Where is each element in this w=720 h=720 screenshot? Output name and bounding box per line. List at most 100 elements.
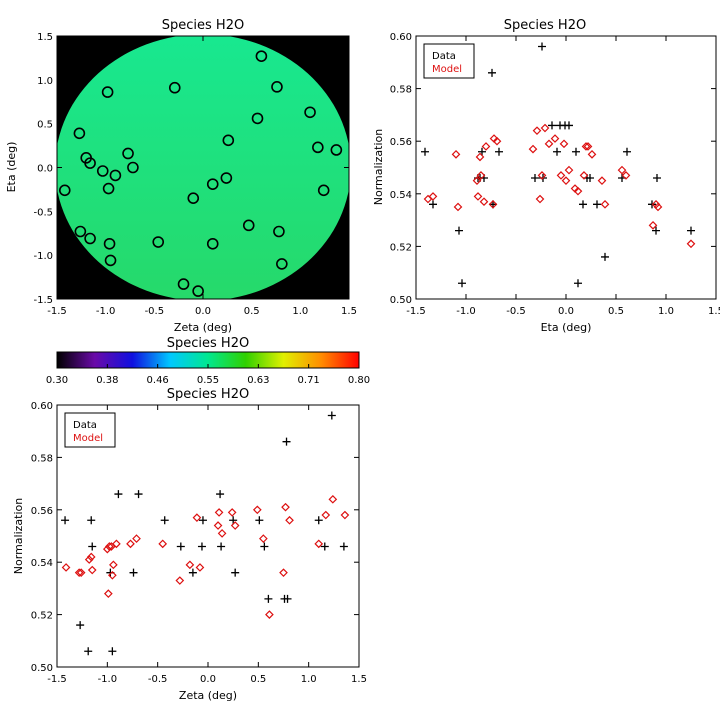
map-circle-marker: [84, 157, 96, 169]
zeta-data-point: [217, 542, 226, 551]
eta-data-point: [421, 147, 429, 156]
eta-model-point: [532, 126, 542, 136]
zeta-model-point: [321, 510, 331, 520]
zeta-model-point: [217, 529, 227, 538]
eta-data-point: [458, 279, 466, 288]
colorbar-tick-label: 0.80: [348, 375, 370, 386]
zeta-model-point: [192, 513, 202, 523]
map-y-tick-label: 0.0: [37, 164, 53, 175]
zeta-model-point: [279, 568, 288, 578]
eta-model-point: [492, 136, 502, 146]
map-circle-marker: [276, 258, 288, 270]
zeta-model-point: [340, 510, 350, 520]
map-circle-marker: [109, 169, 122, 182]
zeta-x-label: Zeta (deg): [179, 689, 237, 702]
map-circle-marker: [206, 237, 219, 250]
zeta-y-tick-label: 0.56: [31, 506, 53, 517]
eta-data-point: [652, 226, 660, 235]
zeta-x-tick-label: 0.5: [250, 674, 266, 685]
eta-x-tick-label: 1.0: [658, 306, 674, 317]
zeta-model-point: [84, 555, 94, 564]
map-x-tick-label: -0.5: [145, 306, 165, 317]
map-circle-marker: [192, 285, 204, 297]
eta-data-point: [548, 121, 556, 130]
zeta-data-point: [283, 594, 292, 603]
eta-x-tick-label: 0.0: [558, 306, 574, 317]
map-x-tick-label: 1.5: [341, 306, 357, 317]
zeta-y-tick-label: 0.58: [31, 453, 53, 464]
eta-x-tick-label: 1.5: [708, 306, 720, 317]
map-x-label: Zeta (deg): [174, 321, 232, 334]
map-x-tick-label: -1.0: [96, 306, 116, 317]
zeta-data-point: [114, 490, 123, 499]
eta-model-point: [537, 171, 547, 180]
eta-data-point: [495, 147, 503, 156]
map-y-tick-label: 1.0: [37, 76, 53, 87]
eta-data-point: [579, 200, 587, 209]
eta-model-point: [597, 176, 607, 185]
map-field-disk: [57, 36, 349, 299]
map-circle-marker: [101, 86, 114, 98]
eta-data-point: [593, 200, 601, 209]
eta-ticks: -1.5 -1.0 -0.5 0.0 0.5 1.0 1.5 0.50 0.52 0.54 0.56…: [390, 32, 720, 317]
eta-title: Species H2O: [504, 18, 586, 33]
map-y-tick-label: -1.5: [33, 295, 53, 306]
zeta-data-point: [282, 437, 291, 446]
zeta-y-label: Normalization: [12, 498, 25, 574]
zeta-data-point: [255, 516, 264, 525]
map-circle-marker: [103, 237, 116, 250]
zeta-model-point: [314, 539, 324, 549]
eta-y-tick-label: 0.60: [390, 32, 412, 43]
colorbar-panel: Species H2O 0.30 0.38 0.46 0.55 0.63 0.71 0.80: [46, 336, 370, 386]
eta-x-tick-label: 0.5: [608, 306, 624, 317]
eta-data-point: [623, 147, 631, 156]
zeta-x-tick-label: 1.0: [301, 674, 317, 685]
colorbar-tick-label: 0.46: [147, 375, 169, 386]
eta-model-point: [428, 192, 438, 201]
eta-model-point: [579, 171, 589, 180]
map-circle-marker: [102, 182, 115, 195]
eta-y-tick-label: 0.52: [390, 242, 412, 253]
zeta-data-point: [314, 516, 323, 525]
eta-legend-box: [423, 43, 475, 79]
colorbar-title: Species H2O: [167, 336, 249, 351]
zeta-x-tick-label: -1.0: [98, 674, 118, 685]
zeta-x-tick-label: 1.5: [351, 674, 367, 685]
zeta-data-point: [134, 490, 143, 499]
eta-x-tick-label: -1.5: [406, 306, 426, 317]
map-circle-marker: [152, 236, 165, 248]
eta-data-point: [488, 68, 496, 77]
zeta-data-point: [229, 516, 238, 525]
zeta-model-point: [158, 539, 168, 549]
eta-x-tick-label: -1.0: [456, 306, 476, 317]
eta-model-point: [488, 199, 498, 209]
eta-model-point: [528, 144, 538, 154]
zeta-data-point: [176, 542, 185, 551]
eta-panel: Species H2O -1.5 -1.0 -0.5 0.0 0.5 1.0 1.5 0.50…: [372, 18, 720, 334]
map-circle-marker: [251, 112, 264, 125]
eta-data-point: [572, 147, 580, 156]
eta-x-label: Eta (deg): [541, 321, 592, 334]
map-circle-marker: [177, 278, 190, 290]
zeta-ticks: -1.5 -1.0 -0.5 0.0 0.5 1.0 1.5 0.50 0.52 0.54 0.56…: [31, 401, 367, 685]
eta-y-tick-label: 0.58: [390, 85, 412, 96]
zeta-model-point: [213, 521, 223, 530]
zeta-model-point: [265, 610, 274, 619]
eta-model-point: [472, 176, 482, 185]
zeta-model-point: [185, 560, 195, 570]
eta-model-point: [617, 165, 627, 175]
eta-model-point: [583, 142, 593, 151]
eta-legend-model: Model: [432, 64, 462, 75]
map-circle-marker: [317, 184, 330, 197]
zeta-model-point: [108, 570, 117, 580]
eta-data-point: [538, 42, 546, 51]
eta-points: [421, 42, 696, 288]
zeta-legend-model: Model: [73, 433, 103, 444]
map-circle-marker: [58, 184, 71, 197]
eta-y-label: Normalization: [372, 129, 385, 205]
map-circle-marker: [73, 127, 86, 140]
map-circle-marker: [312, 141, 324, 154]
map-circle-marker: [273, 225, 285, 238]
zeta-legend-box: [64, 412, 116, 448]
eta-y-tick-label: 0.54: [390, 190, 412, 201]
